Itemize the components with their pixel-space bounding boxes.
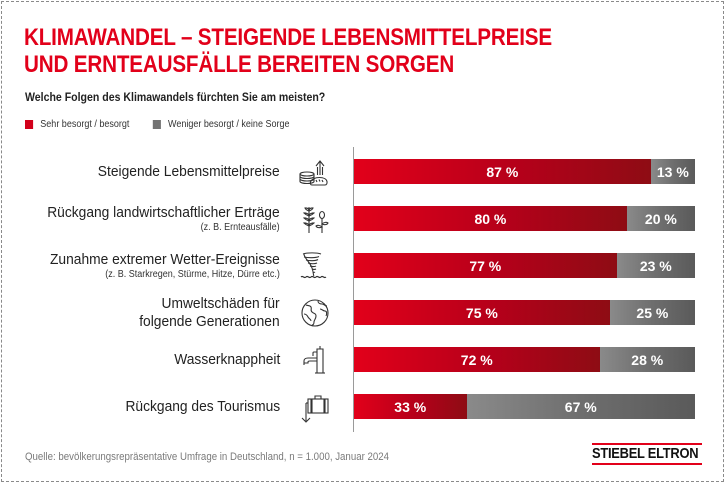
category-label: Wasserknappheit	[165, 351, 280, 369]
category-label: Rückgang des Tourismus	[112, 398, 280, 416]
bar-segment-concerned: 77 %	[354, 253, 617, 278]
data-label: 75 %	[465, 304, 498, 321]
tornado-icon	[298, 249, 332, 283]
category-label-text: Umweltschäden für	[161, 294, 280, 312]
data-label: 67 %	[564, 398, 597, 415]
bar-segment-not-concerned: 23 %	[616, 253, 695, 278]
legend-item-concerned: Sehr besorgt / besorgt	[25, 119, 129, 130]
bar-segment-concerned: 80 %	[354, 206, 627, 231]
data-label: 80 %	[474, 210, 507, 227]
stacked-bar: 33 % 67 %	[354, 394, 695, 419]
legend-swatch-not-concerned	[152, 120, 161, 129]
data-label: 33 %	[394, 398, 427, 415]
title-line-2: UND ERNTEAUSFÄLLE BEREITEN SORGEN	[24, 51, 455, 78]
category-label-text: Rückgang des Tourismus	[125, 397, 280, 415]
brand-logo: STIEBEL ELTRON	[592, 443, 702, 465]
category-label: Rückgang landwirtschaftlicher Erträge (z.…	[27, 204, 280, 234]
stacked-bar: 80 % 20 %	[354, 206, 695, 231]
legend-label-not-concerned: Weniger besorgt / keine Sorge	[168, 119, 290, 130]
data-label: 20 %	[644, 210, 677, 227]
crop-plant-icon	[298, 202, 332, 236]
source-note: Quelle: bevölkerungsrepräsentative Umfra…	[25, 451, 390, 463]
bar-segment-not-concerned: 25 %	[609, 300, 695, 325]
bar-segment-concerned: 33 %	[354, 394, 467, 419]
data-label: 87 %	[486, 163, 519, 180]
bar-segment-not-concerned: 20 %	[626, 206, 695, 231]
category-sublabel: (z. B. Starkregen, Stürme, Hitze, Dürre …	[105, 268, 280, 280]
data-label: 13 %	[656, 163, 689, 180]
data-label: 72 %	[460, 351, 493, 368]
category-label: Steigende Lebensmittelpreise	[82, 163, 280, 181]
logo-top-line	[592, 443, 702, 445]
logo-text: STIEBEL ELTRON	[592, 445, 699, 462]
bar-segment-concerned: 87 %	[354, 159, 651, 184]
bread-price-rise-icon	[298, 155, 332, 189]
category-label-text: Rückgang landwirtschaftlicher Erträge	[47, 203, 280, 221]
bar-segment-concerned: 72 %	[354, 347, 600, 372]
suitcase-down-icon	[298, 390, 332, 424]
y-axis-line	[353, 147, 354, 432]
chart-subtitle: Welche Folgen des Klimawandels fürchten …	[25, 90, 326, 104]
legend-label-concerned: Sehr besorgt / besorgt	[40, 119, 130, 130]
category-label: Zunahme extremer Wetter-Ereignisse (z. B.…	[30, 251, 280, 281]
legend-item-not-concerned: Weniger besorgt / keine Sorge	[152, 119, 290, 130]
data-label: 23 %	[639, 257, 672, 274]
category-label-text: Zunahme extremer Wetter-Ereignisse	[50, 250, 280, 268]
water-tap-icon	[298, 343, 332, 377]
category-label-text: Steigende Lebensmittelpreise	[98, 162, 280, 180]
bar-segment-concerned: 75 %	[354, 300, 610, 325]
stacked-bar: 75 % 25 %	[354, 300, 695, 325]
chart-title: KLIMAWANDEL – STEIGENDE LEBENSMITTELPREI…	[24, 24, 552, 78]
stacked-bar: 77 % 23 %	[354, 253, 695, 278]
data-label: 28 %	[631, 351, 664, 368]
bar-segment-not-concerned: 13 %	[650, 159, 695, 184]
category-sublabel: (z. B. Ernteausfälle)	[200, 221, 280, 233]
legend-swatch-concerned	[25, 120, 34, 129]
bar-segment-not-concerned: 67 %	[466, 394, 695, 419]
data-label: 77 %	[469, 257, 502, 274]
title-line-1: KLIMAWANDEL – STEIGENDE LEBENSMITTELPREI…	[24, 24, 552, 51]
data-label: 25 %	[636, 304, 669, 321]
category-label-text: Wasserknappheit	[173, 350, 280, 368]
category-label-text: folgende Generationen	[139, 312, 280, 330]
stacked-bar: 72 % 28 %	[354, 347, 695, 372]
category-label: Umweltschäden für folgende Generationen	[127, 295, 280, 331]
bar-segment-not-concerned: 28 %	[599, 347, 695, 372]
legend: Sehr besorgt / besorgt Weniger besorgt /…	[25, 119, 313, 130]
stacked-bar: 87 % 13 %	[354, 159, 695, 184]
globe-icon	[298, 296, 332, 330]
logo-bottom-line	[592, 463, 702, 465]
